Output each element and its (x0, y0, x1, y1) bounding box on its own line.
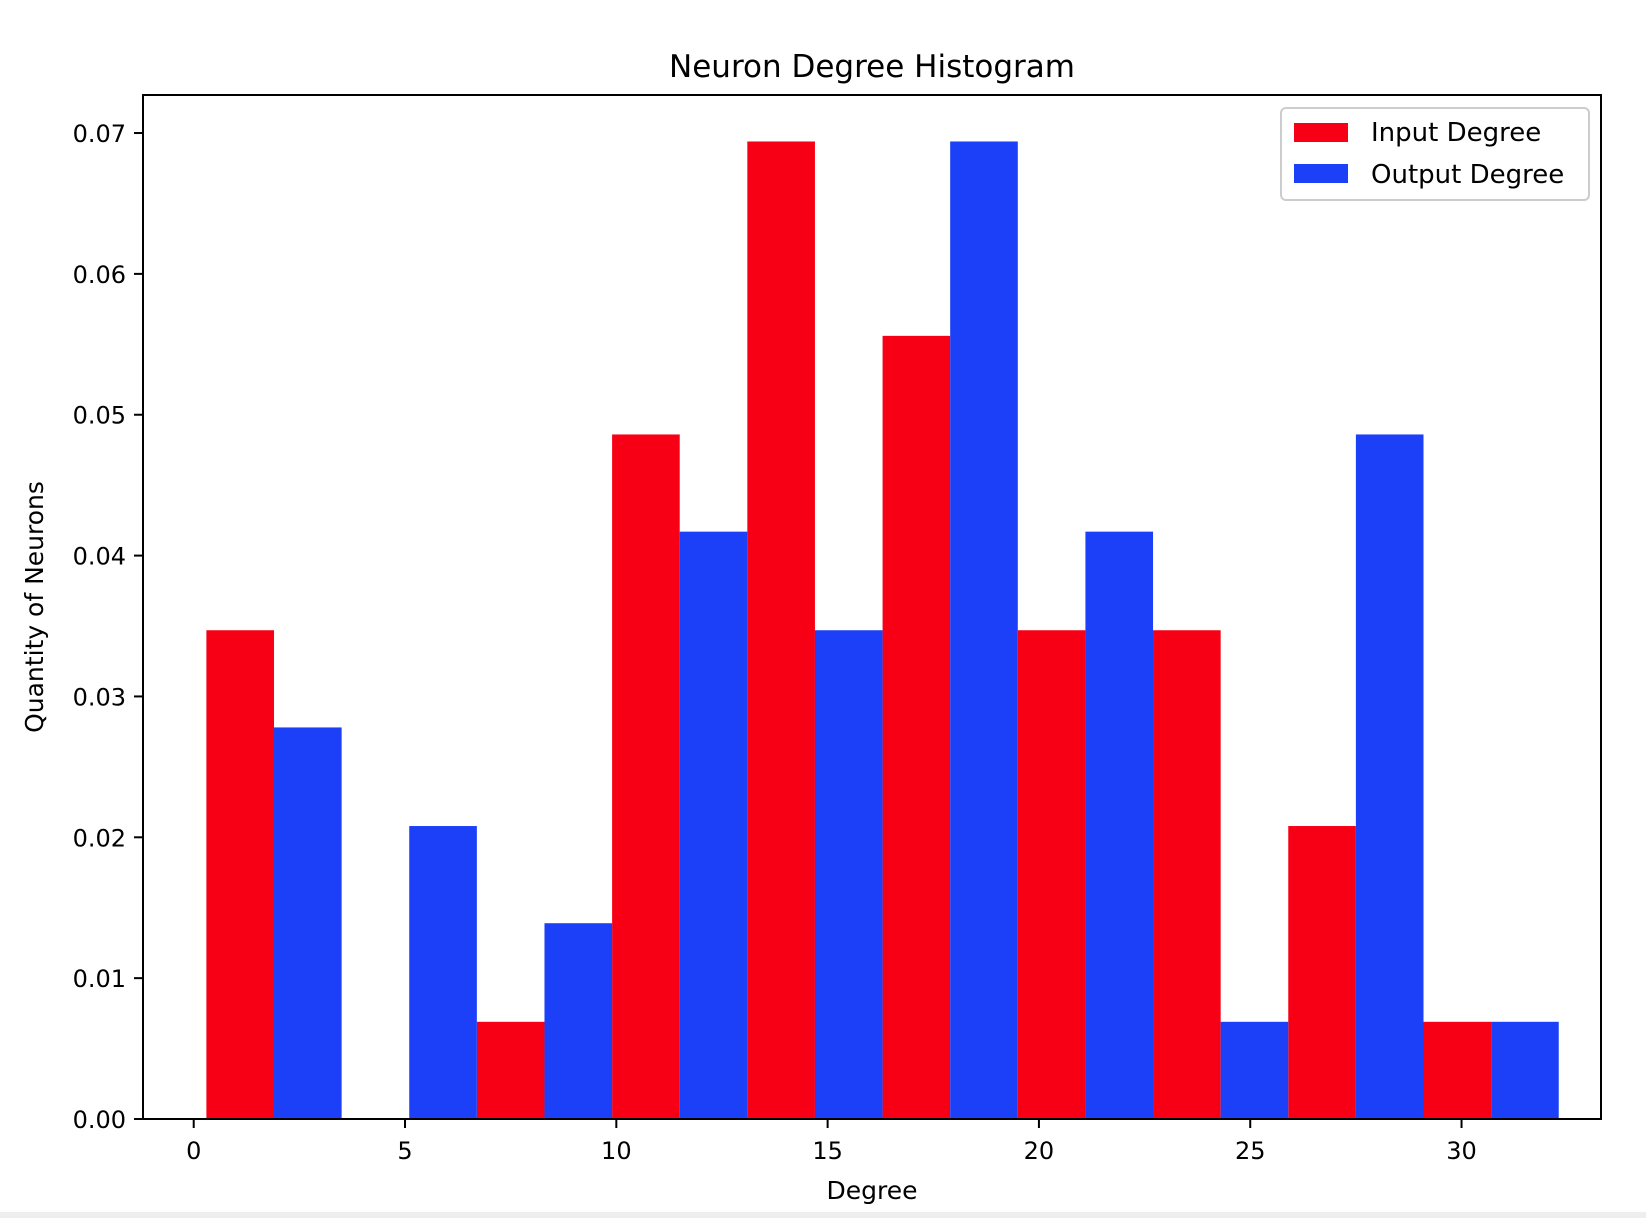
plot-area-frame (142, 94, 1602, 1120)
bar-input-degree-bin-8 (1153, 630, 1221, 1119)
legend: Input Degree Output Degree (1280, 107, 1590, 201)
y-tick-label: 0.02 (73, 824, 126, 852)
legend-swatch-input-degree (1294, 123, 1348, 142)
y-tick-label: 0.07 (73, 120, 126, 148)
y-tick-label: 0.06 (73, 261, 126, 289)
y-tick-label: 0.01 (73, 965, 126, 993)
legend-swatch-output-degree (1294, 164, 1348, 183)
bar-output-degree-bin-5 (814, 630, 883, 1119)
bar-output-degree-bin-2 (409, 826, 477, 1119)
x-tick-label: 25 (1235, 1137, 1266, 1165)
x-axis-ticks: 0 5 10 15 20 25 30 (186, 1119, 1477, 1165)
legend-label-output-degree: Output Degree (1371, 160, 1564, 190)
x-tick-label: 0 (186, 1137, 201, 1165)
bar-output-degree-bin-4 (679, 531, 748, 1119)
legend-box (1280, 107, 1590, 201)
y-tick-label: 0.03 (73, 683, 126, 711)
bars-layer (206, 141, 1559, 1120)
bottom-strip (0, 1212, 1646, 1218)
x-tick-label: 30 (1446, 1137, 1477, 1165)
x-tick-label: 5 (397, 1137, 412, 1165)
y-axis-label: Quantity of Neurons (20, 481, 49, 733)
bar-input-degree-bin-4 (612, 434, 680, 1120)
bar-output-degree-bin-7 (1085, 531, 1154, 1119)
bar-output-degree-bin-3 (544, 923, 613, 1119)
y-tick-label: 0.04 (73, 543, 126, 571)
x-tick-label: 20 (1024, 1137, 1055, 1165)
bar-output-degree-bin-1 (274, 727, 342, 1119)
bar-input-degree-bin-6 (882, 335, 951, 1119)
chart-title: Neuron Degree Histogram (669, 49, 1075, 85)
bar-input-degree-bin-1 (206, 630, 275, 1119)
bar-input-degree-bin-7 (1017, 630, 1086, 1119)
y-tick-label: 0.05 (73, 402, 126, 430)
legend-label-input-degree: Input Degree (1371, 118, 1541, 148)
y-tick-label: 0.00 (73, 1106, 126, 1134)
bar-input-degree-bin-3 (476, 1021, 545, 1119)
x-tick-label: 10 (601, 1137, 632, 1165)
bar-input-degree-bin-5 (747, 141, 815, 1120)
y-axis-ticks: 0.00 0.01 0.02 0.03 0.04 0.05 0.06 0.07 (73, 120, 143, 1134)
x-axis-label: Degree (827, 1176, 918, 1205)
bar-input-degree-bin-10 (1423, 1021, 1492, 1119)
bar-output-degree-bin-9 (1355, 434, 1424, 1120)
x-tick-label: 15 (812, 1137, 843, 1165)
bar-output-degree-bin-8 (1220, 1021, 1289, 1119)
bar-input-degree-bin-9 (1288, 826, 1356, 1119)
bar-output-degree-bin-10 (1491, 1021, 1559, 1119)
bar-output-degree-bin-6 (950, 141, 1018, 1120)
